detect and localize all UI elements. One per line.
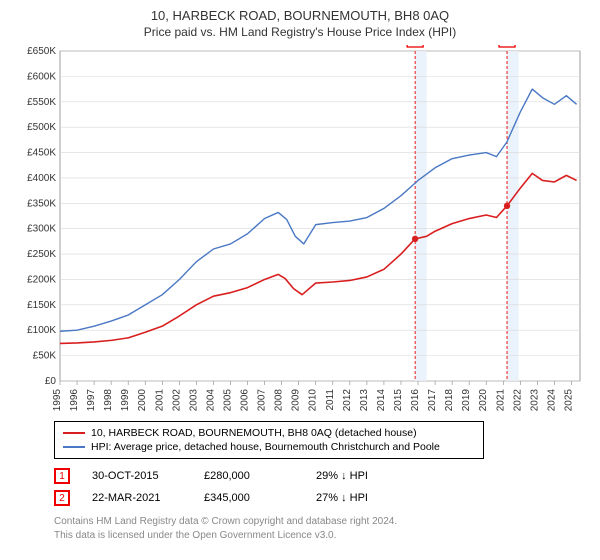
svg-text:2024: 2024 — [546, 389, 557, 412]
svg-text:2001: 2001 — [154, 389, 165, 412]
marker-delta: 29% ↓ HPI — [316, 470, 406, 482]
svg-text:£200K: £200K — [27, 274, 56, 285]
svg-text:2000: 2000 — [137, 389, 148, 412]
svg-text:2014: 2014 — [376, 389, 387, 412]
svg-text:£0: £0 — [45, 376, 57, 387]
chart-title: 10, HARBECK ROAD, BOURNEMOUTH, BH8 0AQ — [12, 8, 588, 23]
svg-text:£400K: £400K — [27, 173, 56, 184]
svg-text:1995: 1995 — [52, 389, 63, 412]
svg-text:2: 2 — [504, 45, 510, 47]
svg-text:£650K: £650K — [27, 46, 56, 57]
svg-text:2021: 2021 — [495, 389, 506, 412]
svg-text:2022: 2022 — [512, 389, 523, 412]
svg-text:2016: 2016 — [410, 389, 421, 412]
svg-text:2019: 2019 — [461, 389, 472, 412]
svg-text:2003: 2003 — [188, 389, 199, 412]
legend-item: 10, HARBECK ROAD, BOURNEMOUTH, BH8 0AQ (… — [63, 426, 475, 440]
svg-text:2018: 2018 — [444, 389, 455, 412]
svg-text:2010: 2010 — [308, 389, 319, 412]
legend: 10, HARBECK ROAD, BOURNEMOUTH, BH8 0AQ (… — [54, 421, 484, 459]
svg-text:2013: 2013 — [359, 389, 370, 412]
svg-text:£550K: £550K — [27, 97, 56, 108]
copyright: Contains HM Land Registry data © Crown c… — [54, 515, 588, 542]
svg-text:£50K: £50K — [33, 351, 57, 362]
svg-text:£500K: £500K — [27, 122, 56, 133]
svg-text:£600K: £600K — [27, 71, 56, 82]
marker-row: 2 22-MAR-2021 £345,000 27% ↓ HPI — [54, 487, 588, 509]
svg-text:2011: 2011 — [325, 389, 336, 411]
chart-plot: £0 £50K £100K £150K £200K £250K £300K £350K £400… — [18, 45, 588, 415]
svg-text:2007: 2007 — [257, 389, 268, 412]
marker-table: 1 30-OCT-2015 £280,000 29% ↓ HPI 2 22-MA… — [54, 465, 588, 509]
svg-text:2012: 2012 — [342, 389, 353, 412]
legend-label: 10, HARBECK ROAD, BOURNEMOUTH, BH8 0AQ (… — [91, 427, 417, 439]
legend-label: HPI: Average price, detached house, Bour… — [91, 441, 440, 453]
svg-text:2006: 2006 — [240, 389, 251, 412]
svg-text:1: 1 — [412, 45, 418, 47]
svg-text:2015: 2015 — [393, 389, 404, 412]
svg-text:2009: 2009 — [291, 389, 302, 412]
legend-swatch — [63, 432, 85, 434]
svg-text:2002: 2002 — [171, 389, 182, 412]
chart-subtitle: Price paid vs. HM Land Registry's House … — [12, 25, 588, 39]
copyright-line: Contains HM Land Registry data © Crown c… — [54, 515, 588, 529]
svg-text:£250K: £250K — [27, 249, 56, 260]
svg-text:£450K: £450K — [27, 148, 56, 159]
marker-date: 22-MAR-2021 — [92, 492, 182, 504]
marker-price: £345,000 — [204, 492, 294, 504]
svg-text:1998: 1998 — [103, 389, 114, 412]
svg-text:£350K: £350K — [27, 198, 56, 209]
marker-badge: 2 — [54, 490, 70, 506]
svg-text:1999: 1999 — [120, 389, 131, 412]
svg-text:2008: 2008 — [274, 389, 285, 412]
marker-delta: 27% ↓ HPI — [316, 492, 406, 504]
svg-text:2023: 2023 — [529, 389, 540, 412]
marker-row: 1 30-OCT-2015 £280,000 29% ↓ HPI — [54, 465, 588, 487]
svg-text:2020: 2020 — [478, 389, 489, 412]
svg-text:2025: 2025 — [563, 389, 574, 412]
svg-text:2017: 2017 — [427, 389, 438, 412]
svg-text:£300K: £300K — [27, 224, 56, 235]
copyright-line: This data is licensed under the Open Gov… — [54, 529, 588, 543]
svg-text:2005: 2005 — [222, 389, 233, 412]
svg-text:£100K: £100K — [27, 325, 56, 336]
marker-date: 30-OCT-2015 — [92, 470, 182, 482]
svg-text:1996: 1996 — [69, 389, 80, 412]
legend-item: HPI: Average price, detached house, Bour… — [63, 440, 475, 454]
svg-text:2004: 2004 — [205, 389, 216, 412]
svg-text:£150K: £150K — [27, 300, 56, 311]
legend-swatch — [63, 446, 85, 448]
svg-text:1997: 1997 — [86, 389, 97, 412]
marker-price: £280,000 — [204, 470, 294, 482]
marker-badge: 1 — [54, 468, 70, 484]
